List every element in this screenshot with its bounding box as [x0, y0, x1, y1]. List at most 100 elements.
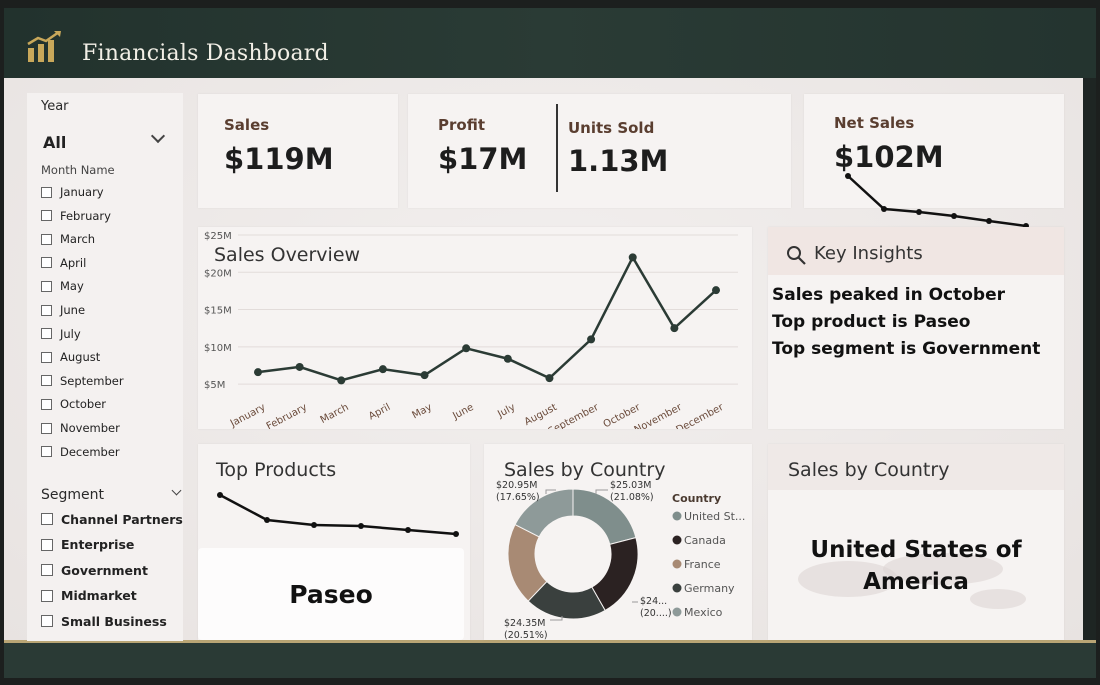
insight-line: Sales peaked in October — [772, 285, 1006, 305]
legend-marker — [672, 511, 682, 521]
data-point[interactable] — [628, 253, 637, 262]
checkbox[interactable] — [41, 233, 52, 245]
donut-data-label: (21.08%) — [610, 492, 654, 503]
month-option-label: February — [60, 208, 111, 223]
checkbox[interactable] — [41, 375, 52, 387]
legend-marker — [672, 559, 682, 569]
divider — [556, 104, 558, 192]
kpi-value: $119M — [224, 142, 334, 176]
sales-by-country-donut-card: Sales by Country $25.03M (21.08%) $24... (2… — [484, 444, 752, 640]
legend-item[interactable]: Canada — [684, 534, 726, 547]
chevron-down-icon[interactable] — [171, 485, 182, 496]
data-point[interactable] — [503, 354, 512, 363]
legend-item[interactable]: United St... — [684, 510, 745, 523]
month-option[interactable]: February — [41, 207, 111, 225]
data-point[interactable] — [378, 365, 387, 374]
month-option[interactable]: December — [41, 443, 120, 461]
checkbox[interactable] — [41, 280, 52, 292]
data-point[interactable] — [337, 376, 346, 385]
checkbox[interactable] — [41, 564, 53, 576]
segment-option[interactable]: Channel Partners — [41, 510, 183, 528]
leader-line — [550, 616, 563, 621]
search-icon — [787, 246, 806, 265]
x-tick-label: June — [450, 402, 475, 422]
month-option-label: December — [60, 444, 120, 459]
year-dropdown-value[interactable]: All — [43, 133, 67, 152]
checkbox[interactable] — [41, 615, 53, 627]
month-option[interactable]: April — [41, 254, 86, 272]
data-point[interactable] — [254, 368, 262, 377]
sales-line — [257, 254, 717, 382]
x-tick-label: December — [674, 402, 726, 429]
kpi-label: Units Sold — [568, 119, 655, 137]
legend-item[interactable]: Mexico — [684, 606, 723, 619]
checkbox[interactable] — [41, 304, 52, 316]
data-point[interactable] — [462, 344, 471, 353]
month-option-label: August — [60, 350, 101, 365]
data-point[interactable] — [545, 374, 554, 383]
month-option[interactable]: September — [41, 372, 124, 390]
net-sales-kpi-card: Net Sales $102M — [804, 94, 1064, 229]
y-tick-label: $25M — [204, 231, 232, 242]
segment-option[interactable]: Small Business — [41, 612, 167, 630]
legend-marker — [672, 535, 682, 545]
donut-data-label: (20....) — [640, 608, 672, 619]
checkbox[interactable] — [41, 422, 52, 434]
checkbox[interactable] — [41, 398, 52, 410]
kpi-label: Profit — [438, 116, 485, 134]
month-option-label: April — [60, 255, 87, 270]
legend-item[interactable]: France — [684, 558, 721, 571]
data-point[interactable] — [670, 324, 679, 333]
data-point[interactable] — [712, 286, 720, 295]
month-option[interactable]: May — [41, 277, 84, 295]
x-tick-label: March — [319, 402, 351, 426]
data-point[interactable] — [587, 335, 596, 344]
segment-option[interactable]: Government — [41, 561, 148, 579]
month-option[interactable]: November — [41, 419, 120, 437]
insight-line: Top segment is Government — [772, 339, 1041, 359]
segment-option[interactable]: Midmarket — [41, 587, 137, 605]
segment-option-label: Channel Partners — [61, 511, 183, 527]
checkbox[interactable] — [41, 186, 52, 198]
donut-data-label: $24.35M — [504, 618, 545, 629]
top-product-value: Paseo — [289, 580, 373, 609]
data-point[interactable] — [295, 362, 304, 371]
checkbox[interactable] — [41, 446, 52, 458]
month-option[interactable]: July — [41, 325, 81, 343]
checkbox[interactable] — [41, 328, 52, 340]
month-slicer-label: Month Name — [41, 163, 115, 177]
donut-slice[interactable] — [514, 488, 574, 538]
month-option[interactable]: August — [41, 348, 100, 366]
data-point[interactable] — [420, 371, 429, 380]
filter-panel: Year All Month Name January February March… — [27, 93, 183, 641]
top-country-value: United States of America — [810, 537, 1022, 595]
checkbox[interactable] — [41, 210, 52, 222]
x-tick-label: May — [411, 402, 434, 421]
legend-item[interactable]: Germany — [684, 582, 735, 595]
month-option-label: June — [60, 303, 86, 317]
donut-data-label: (17.65%) — [496, 492, 540, 503]
kpi-value: 1.13M — [568, 144, 669, 178]
year-slicer-label: Year — [41, 99, 69, 114]
dashboard-title: Financials Dashboard — [82, 41, 329, 66]
card-title: Top Products — [216, 459, 337, 481]
segment-slicer-label: Segment — [41, 487, 104, 503]
checkbox[interactable] — [41, 589, 53, 602]
month-option-label: July — [60, 326, 81, 341]
kpi-label: Net Sales — [834, 114, 915, 132]
legend-title: Country — [672, 492, 721, 505]
checkbox[interactable] — [41, 513, 53, 525]
insights-header: Key Insights — [768, 227, 1064, 275]
checkbox[interactable] — [41, 538, 53, 551]
checkbox[interactable] — [41, 257, 52, 269]
segment-option[interactable]: Enterprise — [41, 536, 134, 554]
checkbox[interactable] — [41, 351, 52, 363]
card-header — [768, 444, 1064, 490]
chevron-down-icon[interactable] — [150, 128, 166, 144]
month-option[interactable]: June — [41, 301, 85, 319]
month-option[interactable]: March — [41, 230, 95, 248]
footer-bar — [4, 640, 1096, 678]
month-option[interactable]: October — [41, 395, 106, 413]
month-option[interactable]: January — [41, 183, 104, 201]
header-bar: Financials Dashboard — [4, 8, 1096, 78]
